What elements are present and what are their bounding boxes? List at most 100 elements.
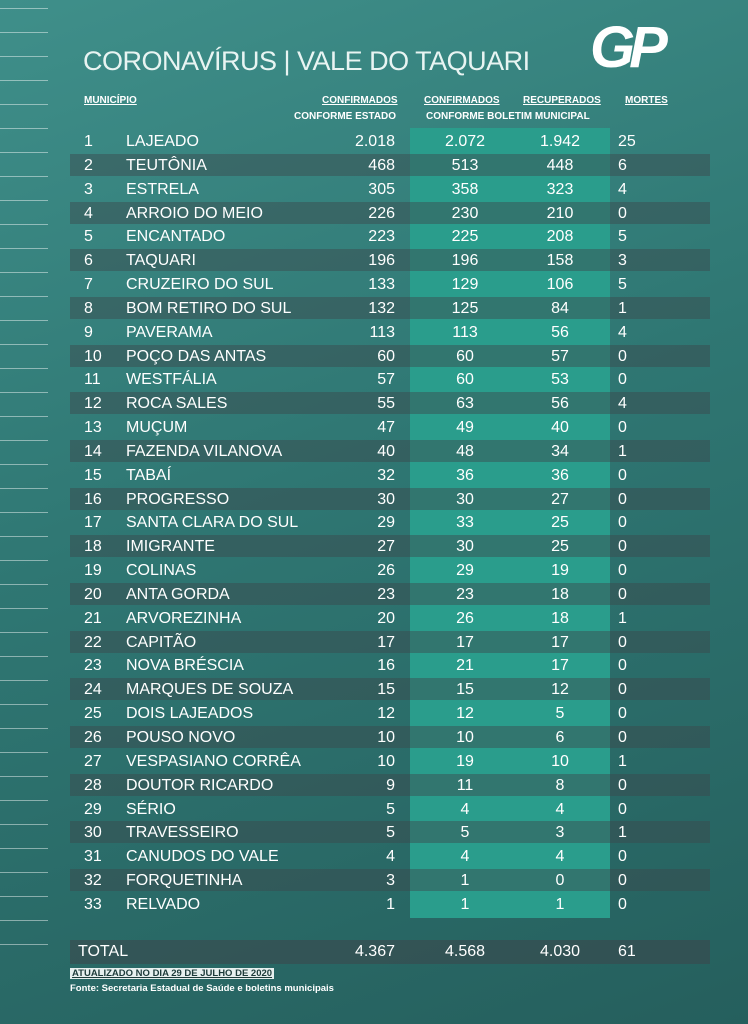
table-cell: 21 [456,657,474,675]
table-cell: 27 [84,752,102,770]
table-cell: 55 [377,395,395,413]
row-band [70,392,710,415]
table-cell: 223 [368,228,395,246]
table-cell: 12 [377,705,395,723]
table-cell: 6 [555,729,565,746]
table-cell: 17 [551,633,569,651]
header: RECUPERADOS [523,95,601,106]
table-cell: 8 [84,299,93,317]
table-cell: 13 [84,419,102,437]
decoration-line [0,320,48,321]
table-cell: FAZENDA VILANOVA [126,442,283,460]
table-cell: TRAVESSEIRO [126,824,239,842]
decoration-line [0,80,48,81]
table-cell: 133 [368,276,395,294]
table-cell: 48 [456,442,474,460]
table-cell: 5 [555,705,565,723]
table-cell: 0 [618,562,627,580]
row-band [70,535,710,558]
decoration-line [0,608,48,609]
table-cell: 113 [369,323,395,341]
table-cell: 25 [551,538,569,556]
decoration-line [0,464,48,465]
table-cell: 25 [618,133,636,150]
table-cell: 28 [84,776,102,794]
row-band [70,869,710,892]
decoration-line [0,632,48,633]
table-cell: ARVOREZINHA [126,609,242,627]
table-cell: 57 [377,371,395,389]
table-cell: 26 [377,562,395,580]
row-band [70,296,710,319]
table-cell: 4 [618,323,627,341]
row-band [70,726,710,748]
decoration-line [0,560,48,561]
decoration-line [0,536,48,537]
table-cell: 10 [377,752,395,770]
table-cell: 2.018 [354,133,395,150]
table-cell: 26 [456,609,474,627]
table-cell: 448 [546,156,574,174]
table-cell: 40 [551,419,569,437]
table-cell: 26 [84,729,102,746]
table-cell: FORQUETINHA [126,872,243,890]
table-cell: ANTA GORDA [126,585,230,603]
decoration-line [0,152,48,153]
table-cell: 1 [618,442,627,460]
table-cell: 23 [456,585,474,603]
decoration-line [0,296,48,297]
table-cell: WESTFÁLIA [126,371,217,389]
table-cell: 17 [456,633,474,651]
table-cell: POUSO NOVO [126,729,236,746]
table-cell: 0 [618,872,627,890]
table-cell: 210 [546,204,574,222]
table-cell: 4 [618,395,627,413]
row-band [70,630,710,653]
table-cell: 25 [84,705,102,723]
table-cell: 36 [551,466,569,484]
table-cell: 323 [546,180,574,198]
decoration-line [0,704,48,705]
table-cell: 0 [555,872,565,890]
table-cell: 4 [555,800,565,818]
table-cell: 0 [618,585,627,603]
table-cell: 14 [84,442,102,460]
table-cell: 0 [618,466,627,484]
table-cell: PROGRESSO [126,490,230,508]
table-cell: 19 [456,752,474,770]
table-cell: LAJEADO [126,133,199,150]
table-cell: 5 [386,800,395,818]
table-cell: 0 [618,729,627,746]
table-cell: 0 [618,371,627,389]
table-cell: 0 [618,633,627,651]
decoration-line [0,848,48,849]
decoration-line [0,920,48,921]
table-cell: 30 [84,824,102,842]
total-cell: 61 [618,943,636,960]
decoration-line [0,128,48,129]
table-cell: 0 [618,657,627,675]
table-cell: 6 [84,252,93,270]
table-cell: 5 [618,228,627,246]
table-cell: 31 [84,848,102,866]
table-cell: 12 [84,395,102,413]
table-cell: 3 [84,180,93,198]
table-cell: 196 [368,252,395,270]
table-cell: 513 [451,156,479,174]
table-cell: 196 [451,252,479,270]
decoration-line [0,728,48,729]
table-cell: ROCA SALES [126,395,228,413]
table-cell: 5 [618,276,627,294]
header: CONFORME ESTADO [294,111,397,122]
table-cell: CAPITÃO [126,633,197,651]
table-cell: 11 [456,776,474,794]
table-cell: 30 [456,538,474,556]
table-cell: POÇO DAS ANTAS [126,347,267,365]
table-cell: 0 [618,514,627,532]
table-cell: ARROIO DO MEIO [126,204,263,222]
row-band [70,678,710,701]
header: CONFORME BOLETIM MUNICIPAL [426,111,590,122]
table-cell: 208 [546,228,574,246]
table-cell: 21 [84,609,102,627]
